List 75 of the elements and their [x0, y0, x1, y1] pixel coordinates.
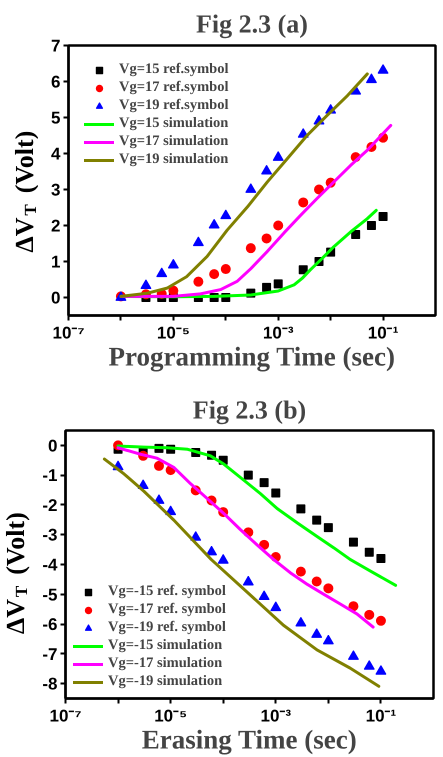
- point: [260, 478, 269, 488]
- y-tick-label: 1: [51, 252, 61, 272]
- x-tick-label: 10⁻³: [260, 706, 292, 726]
- chart-title: Fig 2.3 (a): [196, 10, 308, 38]
- y-tick-label: -3: [42, 526, 58, 545]
- point: [261, 164, 272, 175]
- chart-title: Fig 2.3 (b): [192, 396, 306, 424]
- point: [154, 460, 164, 471]
- point: [193, 276, 204, 287]
- y-tick-label: 6: [51, 72, 61, 92]
- legend-label: Vg=-19 simulation: [108, 673, 222, 690]
- point: [351, 230, 360, 239]
- point: [140, 279, 152, 290]
- y-tick-label: 5: [51, 108, 61, 128]
- point: [209, 269, 220, 280]
- legend-label: Vg=19 simulation: [119, 151, 228, 168]
- point: [262, 233, 272, 244]
- point: [311, 628, 322, 638]
- legend-label: Vg=17 ref.symbol: [119, 79, 228, 96]
- point: [366, 73, 377, 84]
- point: [208, 218, 220, 229]
- y-tick-label: -2: [42, 496, 58, 515]
- point: [364, 548, 374, 557]
- x-axis-title: Erasing Time (sec): [142, 724, 357, 754]
- legend-label: Vg=15 simulation: [119, 115, 228, 132]
- x-tick-label: 10⁻⁵: [154, 706, 188, 726]
- point: [364, 610, 374, 620]
- point: [364, 660, 375, 670]
- y-tick-label: -4: [42, 556, 58, 574]
- point: [242, 576, 254, 586]
- y-tick-label: -5: [42, 585, 58, 604]
- legend-label: Vg=-17 simulation: [108, 655, 222, 672]
- y-tick-label: -1: [42, 466, 58, 486]
- point: [244, 470, 253, 480]
- point: [348, 650, 359, 660]
- x-axis-title: Programming Time (sec): [108, 342, 395, 372]
- point: [312, 576, 322, 586]
- y-tick-label: 7: [51, 36, 61, 56]
- point: [295, 616, 306, 627]
- point: [298, 197, 308, 208]
- point: [298, 265, 308, 274]
- point: [192, 236, 204, 246]
- point: [206, 546, 218, 556]
- point: [258, 590, 270, 600]
- x-tick-label: 10⁻¹: [368, 324, 399, 342]
- point: [156, 267, 168, 278]
- legend-label: Vg=-19 ref. symbol: [108, 619, 226, 636]
- y-tick-label: -7: [42, 644, 58, 664]
- legend-label: Vg=-15 simulation: [108, 637, 222, 654]
- point: [262, 282, 272, 292]
- legend-label: Vg=19 ref.symbol: [119, 97, 228, 114]
- point: [296, 504, 306, 514]
- x-tick-label: 10⁻⁷: [50, 706, 82, 726]
- y-tick-label: 0: [51, 288, 61, 308]
- point: [366, 221, 376, 230]
- point: [312, 516, 322, 525]
- y-tick-label: 4: [51, 144, 62, 164]
- y-tick-label: -6: [42, 615, 58, 634]
- x-tick-label: 10⁻⁵: [156, 324, 190, 342]
- legend-label: Vg=17 simulation: [119, 133, 228, 150]
- point: [245, 183, 256, 193]
- legend-label: Vg=-15 ref. symbol: [108, 583, 226, 600]
- point: [246, 243, 256, 254]
- y-tick-label: 2: [51, 216, 61, 236]
- x-tick-label: 10⁻¹: [366, 706, 397, 726]
- legend-label: Vg=-17 ref. symbol: [108, 601, 226, 618]
- y-tick-label: -8: [42, 674, 58, 694]
- point: [296, 566, 306, 577]
- legend-label: Vg=15 ref.symbol: [119, 61, 228, 78]
- point: [348, 538, 358, 547]
- x-tick-label: 10⁻⁷: [52, 324, 84, 342]
- x-tick-label: 10⁻³: [262, 324, 294, 342]
- y-tick-label: 3: [51, 180, 61, 200]
- y-axis-title: ΔVT (Volt): [1, 512, 31, 634]
- y-tick-label: 0: [48, 436, 58, 456]
